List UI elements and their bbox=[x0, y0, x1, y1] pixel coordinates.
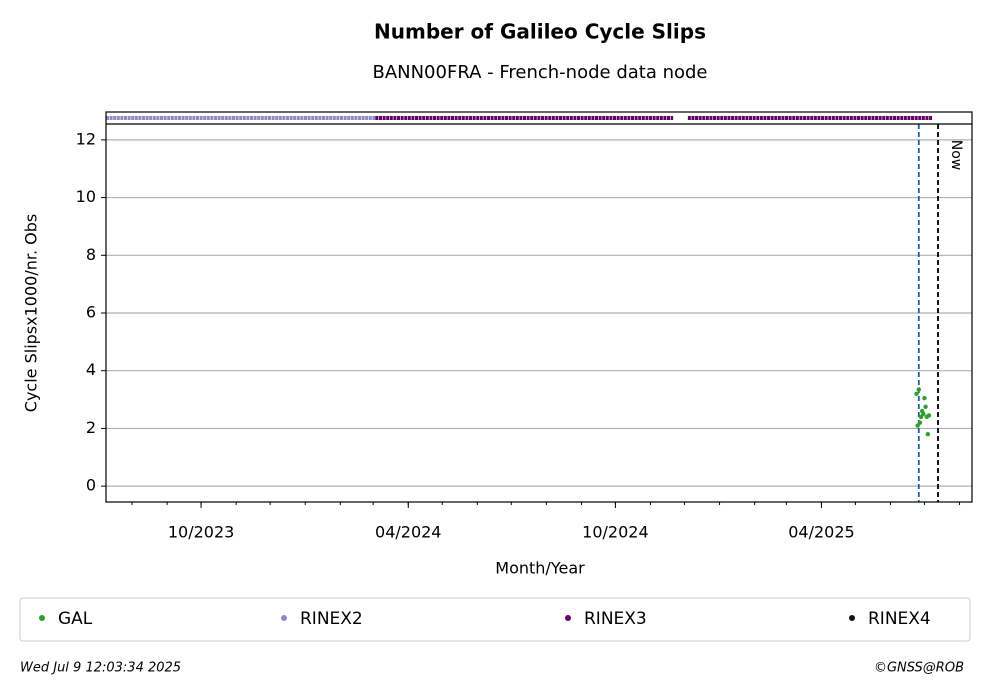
y-axis-label: Cycle Slipsx1000/nr. Obs bbox=[22, 214, 41, 412]
data-point bbox=[925, 431, 931, 437]
chart-title: Number of Galileo Cycle Slips bbox=[374, 20, 706, 44]
y-tick-label: 10 bbox=[76, 187, 96, 206]
y-tick-label: 12 bbox=[76, 129, 96, 148]
legend-marker bbox=[565, 615, 571, 621]
chart-subtitle: BANN00FRA - French-node data node bbox=[372, 62, 707, 83]
y-tick-label: 8 bbox=[86, 245, 96, 264]
x-tick-label: 04/2024 bbox=[375, 523, 441, 542]
y-tick-label: 4 bbox=[86, 360, 96, 379]
legend-label: RINEX2 bbox=[300, 609, 363, 629]
data-point bbox=[921, 411, 926, 417]
vertical-line-label: Now bbox=[948, 140, 964, 171]
legend-label: RINEX3 bbox=[584, 609, 647, 629]
timestamp: Wed Jul 9 12:03:34 2025 bbox=[20, 661, 181, 676]
data-point bbox=[914, 391, 919, 396]
x-tick-label: 10/2023 bbox=[168, 523, 234, 542]
plot-frame bbox=[105, 111, 973, 503]
legend-label: GAL bbox=[58, 609, 93, 629]
x-tick-label: 04/2025 bbox=[788, 523, 854, 542]
legend-marker bbox=[39, 615, 45, 621]
y-tick-label: 6 bbox=[86, 303, 96, 322]
legend-label: RINEX4 bbox=[868, 609, 931, 629]
x-axis-label: Month/Year bbox=[495, 559, 585, 578]
credit: ©GNSS@ROB bbox=[874, 661, 964, 676]
legend-box bbox=[19, 597, 971, 642]
x-tick-label: 10/2024 bbox=[582, 523, 648, 542]
data-point bbox=[916, 387, 921, 392]
data-point bbox=[923, 404, 928, 409]
y-tick-label: 2 bbox=[86, 418, 96, 437]
data-point bbox=[926, 413, 932, 418]
legend-marker bbox=[849, 615, 855, 621]
data-point bbox=[917, 420, 923, 425]
legend-marker bbox=[281, 615, 287, 621]
y-tick-label: 0 bbox=[86, 476, 96, 495]
data-point bbox=[922, 395, 927, 401]
